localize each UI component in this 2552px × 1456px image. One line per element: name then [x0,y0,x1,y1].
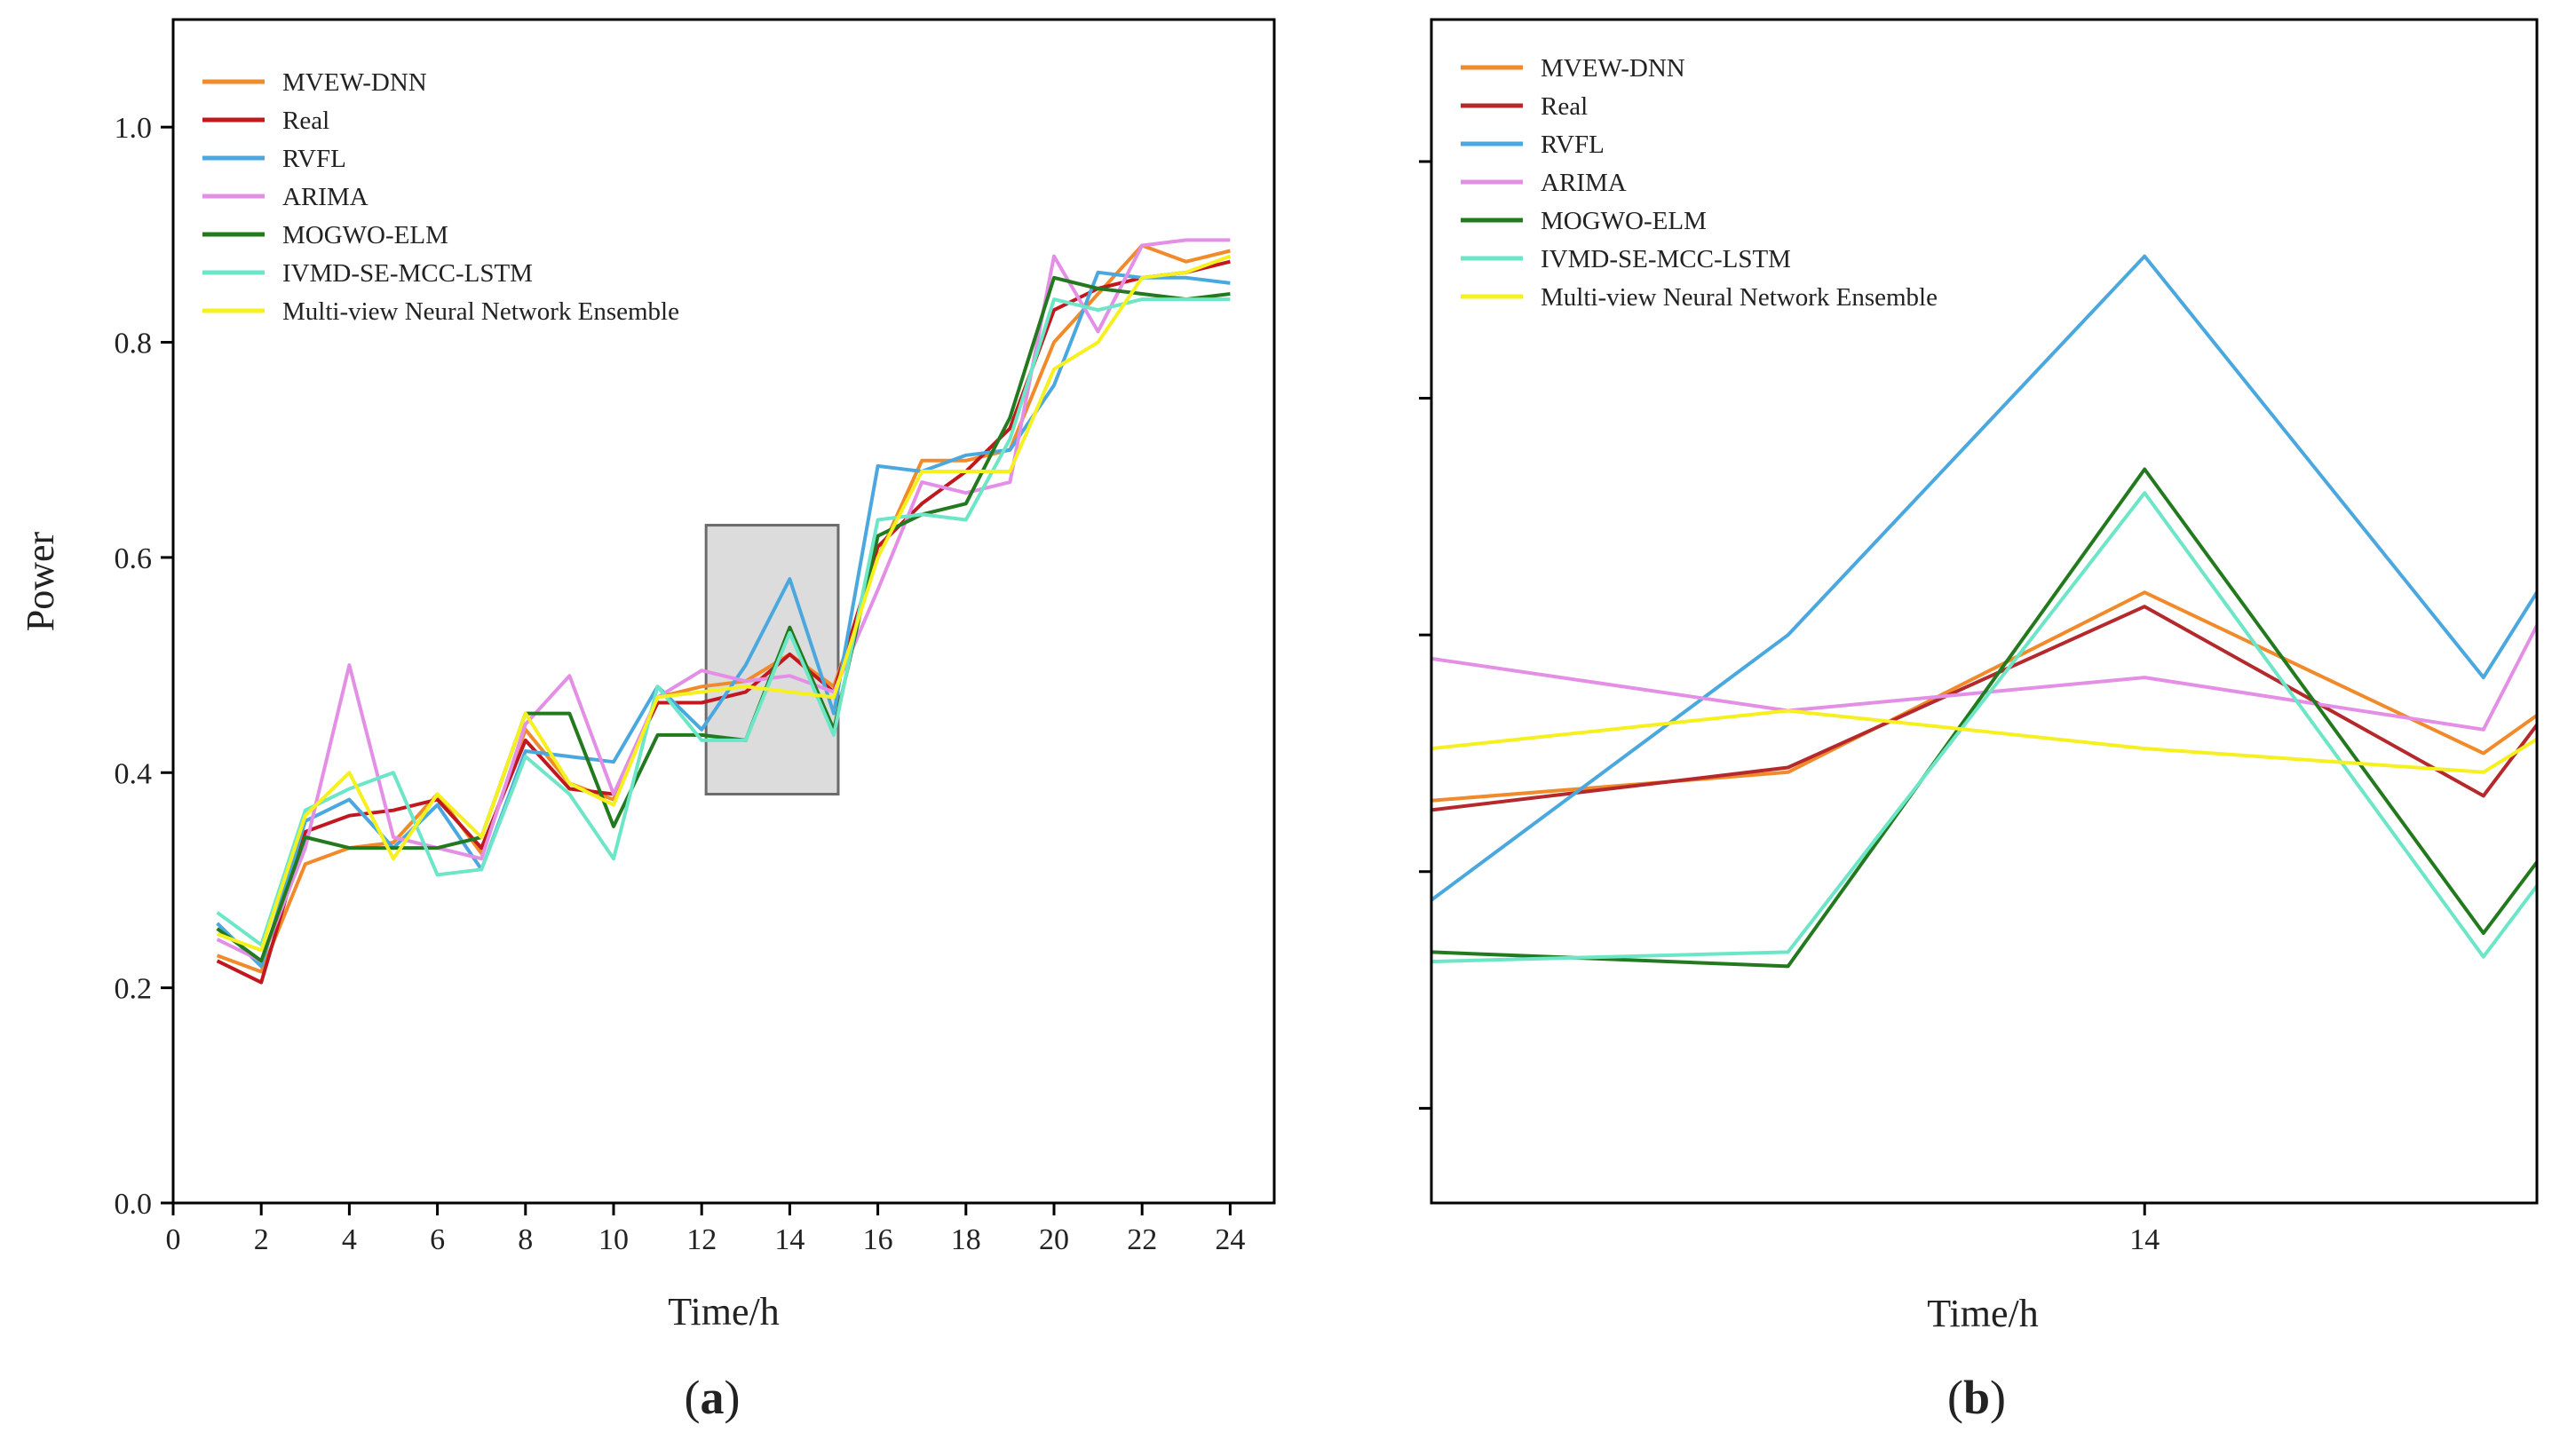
panel-a-legend-label-4: MOGWO-ELM [282,221,448,249]
panel-a-series-line-5 [216,297,1231,947]
panel-b-series-line-5 [1431,491,2537,964]
panel-a-legend: MVEW-DNN Real RVFL ARIMA MOGWO-ELM IVMD-SE-MC… [202,68,679,326]
panel-a-legend-label-6: Multi-view Neural Network Ensemble [282,297,679,326]
panel-b-series-line-3 [1431,624,2537,732]
panel-b-series-line-6 [1431,708,2537,774]
panel-b-legend-label-4: MOGWO-ELM [1541,207,1707,235]
panel-a-plot-frame [171,18,1276,1205]
panel-a-y-tick-label: 0.6 [115,542,153,575]
panel-b-legend-label-5: IVMD-SE-MCC-LSTM [1541,245,1791,273]
panel-a-series-line-6 [216,254,1232,953]
panel-b-series-line-1 [1431,605,2537,812]
panel-a-series-line-3 [216,238,1231,963]
panel-a-x-tick-label: 18 [951,1223,981,1256]
panel-a-y-tick-label: 0.8 [115,328,153,360]
panel-a-y-tick-label: 1.0 [115,112,153,145]
panel-a-x-axis-label: Time/h [668,1290,780,1333]
panel-a-legend-label-3: ARIMA [282,183,369,211]
panel-b-x-axis-label: Time/h [1927,1292,2039,1335]
panel-a-x-tick-label: 16 [863,1223,893,1256]
panel-b-legend: MVEW-DNN Real RVFL ARIMA MOGWO-ELM IVMD-SE-MC… [1461,54,1938,312]
panel-a-y-tick-label: 0.4 [115,757,153,790]
panel-b-legend-label-2: RVFL [1541,131,1605,159]
panel-a-x-axis: 0 2 4 6 8 10 12 14 16 18 20 22 24 [166,1203,1245,1256]
panel-a-line-chart: 0 2 4 6 8 10 12 14 16 18 20 22 24 0.00.20.40.60.81.0… [19,18,1276,1424]
panel-a-x-tick-label: 4 [342,1223,357,1256]
panel-a-x-tick-label: 6 [430,1223,445,1256]
panel-a-series-group [216,238,1232,985]
panel-a-legend-label-1: Real [282,107,329,135]
panel-b-legend-label-0: MVEW-DNN [1541,54,1685,83]
panel-b-series-group [1431,254,2537,969]
panel-a-x-tick-label: 0 [166,1223,181,1256]
panel-a-x-tick-label: 8 [518,1223,533,1256]
panel-b-legend-label-6: Multi-view Neural Network Ensemble [1541,283,1938,312]
panel-a-x-tick-label: 10 [598,1223,629,1256]
panel-a-legend-label-0: MVEW-DNN [282,68,427,97]
panel-a-y-axis: 0.0 0.2 0.4 0.6 0.8 1.0 [115,112,173,1221]
panel-a-y-axis-label: Power [19,531,62,631]
panel-a-x-tick-label: 20 [1039,1223,1069,1256]
panel-b-y-axis [1419,160,1431,1110]
panel-a-legend-label-5: IVMD-SE-MCC-LSTM [282,259,533,288]
panel-b-series-line-4 [1431,467,2537,969]
panel-b-plot-frame [1430,18,2539,1205]
panel-b-line-chart: 14 MVEW-DNN Real RVFL ARIMA MOGWO-ELM IVMD-SE… [1419,18,2539,1424]
panel-a-x-tick-label: 12 [686,1223,717,1256]
panel-b-x-axis: 14 [2129,1203,2160,1256]
panel-a-legend-label-2: RVFL [282,145,346,173]
panel-a-x-tick-label: 22 [1127,1223,1157,1256]
panel-b-legend-label-3: ARIMA [1541,169,1627,197]
panel-a-y-tick-label: 0.0 [115,1188,153,1221]
panel-a-x-tick-label: 24 [1215,1223,1245,1256]
panel-a-highlight-box [704,524,840,796]
panel-a-x-tick-label: 14 [774,1223,804,1256]
panel-a-x-tick-label: 2 [254,1223,269,1256]
panel-b-series-line-0 [1431,590,2537,803]
panel-a-y-tick-label: 0.2 [115,973,153,1006]
panel-b-legend-label-1: Real [1541,92,1588,121]
panel-b-x-tick-label: 14 [2129,1223,2160,1256]
panel-b-label: (b) [1947,1371,2006,1424]
panel-a-label: (a) [685,1371,741,1424]
